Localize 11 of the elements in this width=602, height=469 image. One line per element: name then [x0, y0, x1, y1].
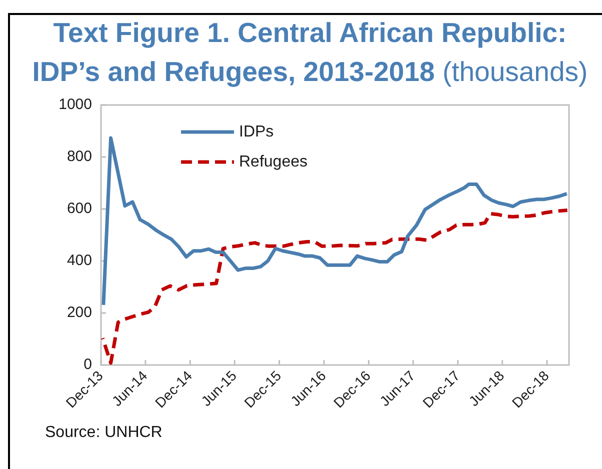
y-tick-label: 1000: [58, 96, 92, 114]
y-tick-label: 600: [66, 200, 92, 218]
legend-label: Refugees: [239, 153, 308, 170]
y-tick-label: 0: [84, 356, 92, 374]
legend-label: IDPs: [239, 123, 274, 140]
chart-title: Text Figure 1. Central African Republic: IDP’s and Refugees, 2013-2018 (thousands): [31, 16, 589, 89]
line-series: [101, 208, 569, 365]
y-tick-label: 200: [66, 304, 92, 322]
y-tick-label: 400: [66, 252, 92, 270]
y-tick-label: 800: [66, 148, 92, 166]
source-note: Source: UNHCR: [45, 424, 162, 442]
